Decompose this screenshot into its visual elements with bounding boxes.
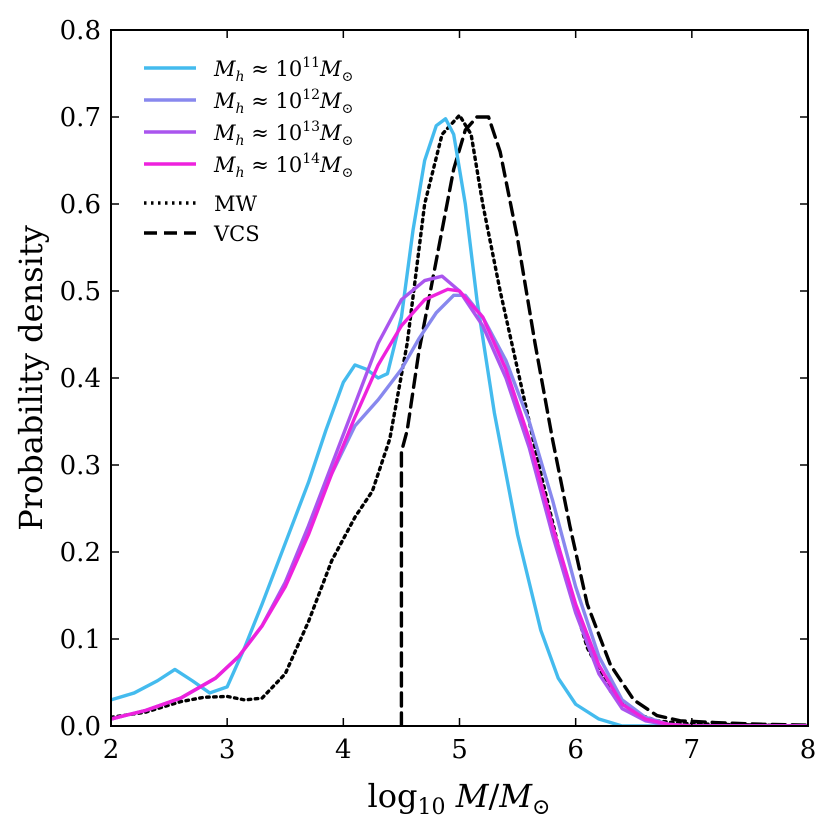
legend-prefix: M (213, 89, 236, 113)
legend-label-5: VCS (213, 222, 260, 246)
y-tick-label: 0.0 (60, 712, 101, 742)
x-tick-label: 5 (451, 735, 468, 765)
x-axis-label-base: 10 (418, 795, 446, 820)
legend-tail-sub: ⊙ (342, 165, 354, 181)
legend-sup: 11 (302, 55, 320, 71)
legend-prefix: M (213, 121, 236, 145)
x-axis-label-mass: M (446, 777, 490, 815)
legend-prefix: M (213, 153, 236, 177)
legend-mid: ≈ 10 (245, 153, 303, 177)
legend-mid: ≈ 10 (245, 89, 303, 113)
legend-tail-sub: ⊙ (342, 101, 354, 117)
legend-text: MW (214, 192, 258, 216)
x-axis-label-msun: M (498, 777, 533, 815)
x-tick-label: 2 (103, 735, 120, 765)
series-line-0 (111, 117, 808, 726)
x-tick-label: 6 (567, 735, 584, 765)
legend-sub: h (236, 133, 245, 149)
x-tick-label: 3 (219, 735, 236, 765)
x-tick-label: 8 (800, 735, 817, 765)
series-line-5 (399, 115, 808, 726)
y-tick-label: 0.7 (60, 103, 101, 133)
legend-tail: M (319, 57, 342, 81)
legend-text: VCS (213, 222, 260, 246)
legend-tail-sub: ⊙ (342, 133, 354, 149)
legend-tail: M (319, 121, 342, 145)
legend: Mh ≈ 1011M⊙Mh ≈ 1012M⊙Mh ≈ 1013M⊙Mh ≈ 10… (144, 55, 353, 246)
legend-prefix: M (213, 57, 236, 81)
legend-label-4: MW (214, 192, 258, 216)
y-tick-label: 0.2 (60, 538, 101, 568)
legend-sub: h (236, 165, 245, 181)
y-tick-label: 0.5 (60, 277, 101, 307)
legend-label-1: Mh ≈ 1012M⊙ (213, 87, 353, 117)
y-tick-label: 0.8 (60, 16, 101, 46)
y-tick-label: 0.6 (60, 190, 101, 220)
legend-sup: 14 (302, 151, 320, 167)
x-tick-label: 4 (335, 735, 352, 765)
x-axis-label-slash: / (488, 777, 499, 815)
x-tick-label: 7 (684, 735, 701, 765)
series-layer (111, 113, 808, 726)
y-tick-label: 0.3 (60, 451, 101, 481)
series-line-3 (111, 287, 808, 726)
x-axis-label-log: log (368, 777, 418, 815)
legend-mid: ≈ 10 (245, 121, 303, 145)
legend-sup: 12 (302, 87, 320, 103)
legend-tail-sub: ⊙ (342, 69, 354, 85)
y-tick-label: 0.4 (60, 364, 101, 394)
legend-tail: M (319, 153, 342, 177)
legend-tail: M (319, 89, 342, 113)
legend-label-2: Mh ≈ 1013M⊙ (213, 119, 353, 149)
legend-sub: h (236, 69, 245, 85)
y-tick-label: 0.1 (60, 625, 101, 655)
x-axis-label-sun: ⊙ (532, 795, 550, 820)
legend-label-0: Mh ≈ 1011M⊙ (213, 55, 353, 85)
legend-sub: h (236, 101, 245, 117)
legend-mid: ≈ 10 (245, 57, 303, 81)
legend-label-3: Mh ≈ 1014M⊙ (213, 151, 353, 181)
y-axis-label: Probability density (12, 225, 50, 531)
x-axis-label: log10 M/M⊙ (368, 777, 551, 820)
legend-sup: 13 (302, 119, 320, 135)
tick-layer: 2 3 4 5 6 7 8 0.0 0.1 0.2 0.3 0.4 0.5 0.6 0.7 0.8 (60, 16, 817, 765)
